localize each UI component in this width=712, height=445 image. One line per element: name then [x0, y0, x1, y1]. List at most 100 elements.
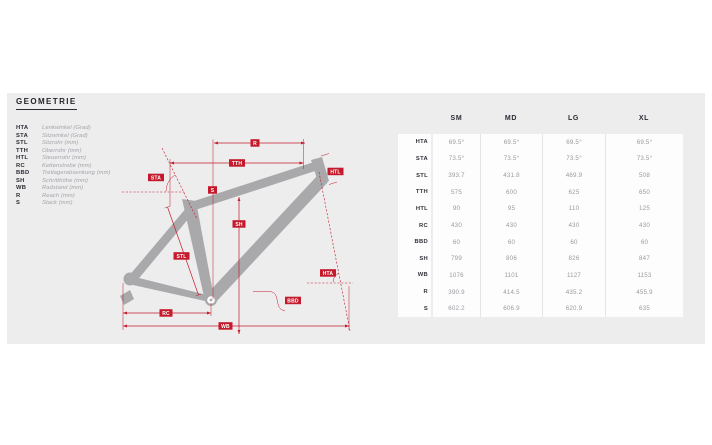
table-cell: 95 [507, 205, 516, 213]
size-header-md: MD [504, 114, 518, 122]
legend-abbr: BBD [16, 170, 30, 176]
table-row-label: TTH [415, 189, 428, 196]
table-cell: 1101 [504, 271, 519, 279]
legend-item: HTA Lenkwinkel (Grad) [16, 121, 111, 131]
dimension-labels: R TTH STA S HTL SH [148, 139, 344, 330]
table-cell: 826 [568, 255, 580, 263]
table-cell: 620.9 [565, 305, 583, 313]
legend-item: BBD Tretlagerabsenkung (mm) [16, 166, 111, 176]
table-cell: 110 [568, 205, 580, 213]
legend-item: R Reach (mm) [16, 189, 111, 199]
table-row-label: BBD [414, 239, 428, 246]
dim-label-wheelbase: WB [218, 322, 233, 330]
table-cell: 73.5° [503, 155, 520, 163]
table-cell: 390.9 [448, 288, 465, 296]
legend-desc: Sitzwinkel (Grad) [42, 132, 88, 139]
legend-item: STL Sitzrohr (mm) [16, 136, 111, 146]
svg-text:S: S [211, 188, 215, 194]
legend-abbr: STA [16, 132, 29, 139]
table-cell: 806 [506, 255, 517, 263]
table-cell: 1127 [566, 271, 582, 279]
table-cell: 1153 [637, 271, 652, 279]
svg-text:HTA: HTA [323, 271, 334, 277]
dim-label-headtube: HTL [327, 167, 344, 175]
size-header-row: SM MD LG XL [433, 110, 683, 126]
legend-desc: Tretlagerabsenkung (mm) [42, 170, 111, 176]
legend-abbr: HTA [16, 125, 29, 131]
legend-item: RC Kettenstrebe (mm) [16, 159, 111, 169]
table-cell: 73.5° [566, 155, 582, 163]
legend-desc: Kettenstrebe (mm) [42, 162, 92, 169]
size-header-sm: SM [450, 114, 463, 122]
dimension-line-seattube [167, 206, 199, 296]
table-row-label: STL [416, 172, 428, 179]
table-cell: 635 [639, 305, 650, 313]
table-cell: 600 [506, 188, 517, 196]
table-cell: 1076 [449, 271, 464, 279]
table-row-label-column: HTA STA STL TTH HTL RC BBD SH WB R S [398, 134, 431, 317]
bike-frame-silhouette [120, 157, 329, 306]
table-column-lg: 69.5° 73.5° 469.9 625 110 430 60 826 112… [542, 134, 605, 317]
legend-desc: Lenkwinkel (Grad) [42, 125, 91, 131]
table-row-label: HTA [415, 139, 428, 146]
svg-text:BBD: BBD [287, 298, 299, 304]
table-column-sm: 69.5° 73.5° 393.7 575 90 430 60 799 1076… [433, 134, 480, 317]
table-row-label: RC [419, 222, 428, 229]
dim-label-reach: R [250, 139, 260, 147]
table-cell: 575 [451, 188, 462, 196]
size-header-xl: XL [638, 114, 650, 122]
dim-label-stack: S [208, 186, 217, 194]
legend-item: S Stack (mm) [16, 196, 111, 206]
svg-text:SH: SH [235, 222, 243, 228]
table-cell: 847 [639, 255, 650, 263]
svg-text:STA: STA [151, 175, 161, 181]
table-row-label: SH [419, 255, 428, 262]
legend-abbr: SH [16, 177, 25, 184]
table-row-label: R [423, 289, 428, 296]
svg-text:WB: WB [221, 324, 230, 330]
table-cell: 606.9 [503, 305, 520, 313]
legend-desc: Schritthöhe (mm) [42, 177, 89, 184]
table-cell: 469.9 [565, 172, 583, 180]
dim-label-seatangle: STA [148, 173, 164, 181]
dimension-lines [122, 139, 353, 334]
legend-item: SH Schritthöhe (mm) [16, 174, 111, 184]
table-row-label: HTL [415, 205, 428, 212]
table-cell: 430 [451, 222, 462, 230]
legend-abbr: WB [16, 185, 27, 191]
table-cell: 69.5° [636, 138, 653, 146]
table-cell: 602.2 [448, 305, 465, 313]
table-column-md: 69.5° 73.5° 431.8 600 95 430 60 806 1101… [480, 134, 542, 317]
table-cell: 799 [451, 255, 462, 263]
table-row-label: STA [415, 155, 428, 162]
legend-abbr: RC [16, 162, 25, 169]
dimension-line-bbdrop [253, 291, 286, 311]
dimension-line-headangle [318, 171, 351, 332]
table-cell: 508 [639, 172, 650, 180]
table-cell: 90 [452, 205, 461, 213]
dim-label-toptube: TTH [229, 159, 245, 167]
legend-desc: Radstand (mm) [42, 185, 84, 191]
legend-item: TTH Oberrohr (mm) [16, 144, 111, 154]
table-cell: 125 [639, 205, 650, 213]
legend-desc: Steuerrohr (mm) [42, 155, 87, 161]
table-cell: 414.5 [503, 288, 520, 296]
legend-abbr: HTL [16, 155, 29, 161]
bike-geometry-diagram: R TTH STA S HTL SH [120, 139, 353, 334]
legend-desc: Reach (mm) [42, 192, 75, 199]
table-cell: 650 [639, 188, 650, 196]
table-cell: 69.5° [566, 138, 582, 146]
dim-label-rearcenter: RC [159, 309, 173, 317]
table-row-label: S [423, 305, 428, 312]
dim-label-seattube: STL [173, 252, 190, 260]
legend-abbr: STL [16, 140, 28, 146]
legend-abbr: TTH [16, 147, 29, 154]
table-row-label: WB [417, 272, 428, 279]
legend-desc: Stack (mm) [42, 200, 73, 206]
table-cell: 430 [639, 222, 650, 230]
legend-desc: Sitzrohr (mm) [42, 140, 79, 146]
table-cell: 625 [568, 188, 580, 196]
table-cell: 60 [452, 238, 461, 246]
table-cell: 73.5° [636, 155, 653, 163]
